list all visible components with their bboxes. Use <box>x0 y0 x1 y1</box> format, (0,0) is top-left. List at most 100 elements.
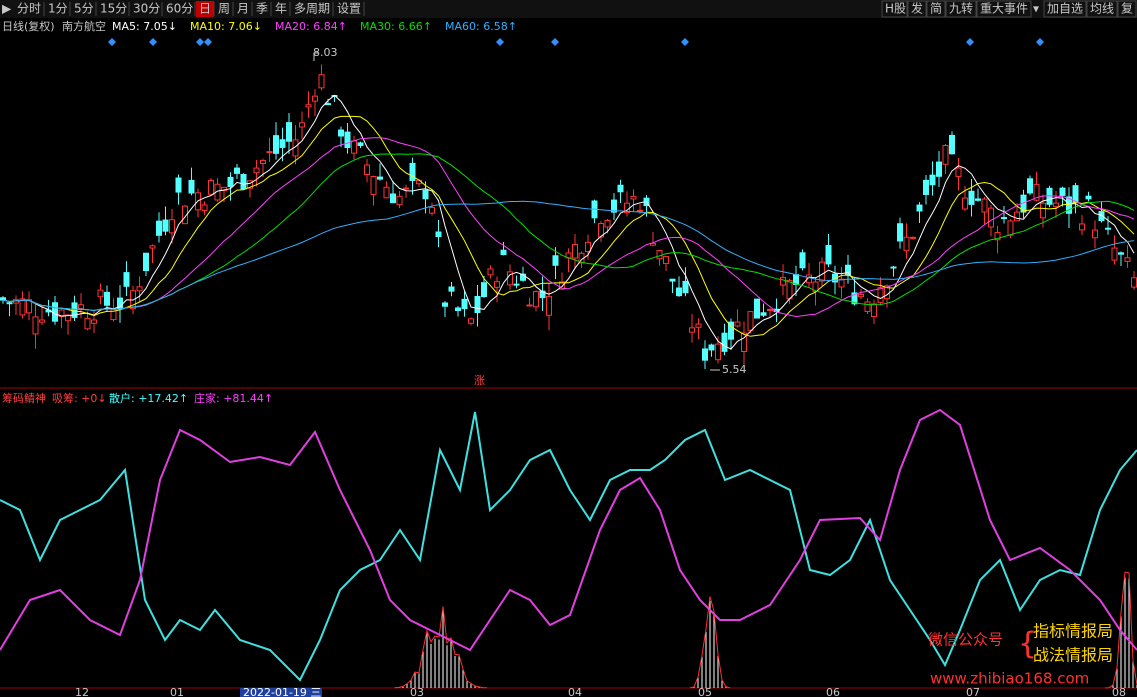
candle-body <box>663 256 669 264</box>
candle-body <box>559 281 565 290</box>
candle-body <box>949 134 955 155</box>
candle-body <box>988 207 994 228</box>
toolbar-button-label[interactable]: 均线 <box>1090 2 1114 16</box>
candle-body <box>1033 183 1040 201</box>
toolbar-button-label[interactable]: 九转 <box>949 1 973 16</box>
signal-diamond <box>149 38 157 46</box>
toolbar-button[interactable] <box>272 1 290 17</box>
candle-body <box>84 317 91 330</box>
toolbar-button-label[interactable]: 设置 <box>337 2 361 16</box>
candle-body <box>123 272 130 287</box>
toolbar-button-label[interactable]: 15分 <box>100 2 127 16</box>
toolbar-button[interactable] <box>14 1 44 17</box>
toolbar-button-label[interactable]: 年 <box>275 2 287 16</box>
toolbar-button[interactable] <box>163 1 195 17</box>
toolbar-button[interactable] <box>71 1 96 17</box>
toolbar-button-label[interactable]: 1分 <box>48 2 68 16</box>
candle-body <box>819 261 825 282</box>
toolbar-button-label[interactable]: 季 <box>256 2 268 16</box>
toolbar-button[interactable] <box>196 1 214 17</box>
cursor-date-bg <box>240 688 322 697</box>
candle-body <box>383 186 390 199</box>
toolbar-button-label[interactable]: 复 <box>1121 2 1133 16</box>
candle-body <box>377 176 383 180</box>
toolbar-button-label[interactable]: 30分 <box>133 2 160 16</box>
candle-body <box>156 220 162 236</box>
candle-body <box>572 243 578 259</box>
toolbar-button[interactable] <box>130 1 162 17</box>
signal-diamond <box>196 38 204 46</box>
candle-body <box>91 319 97 324</box>
toolbar-button-label[interactable]: 周 <box>218 2 230 16</box>
candle-body <box>513 283 520 286</box>
candle-body <box>1079 223 1085 231</box>
candle-body <box>903 236 910 252</box>
candle-body <box>182 205 188 225</box>
toolbar-button-label[interactable]: H股 <box>885 2 906 16</box>
toolbar-button[interactable] <box>291 1 333 17</box>
x-axis-label: 12 <box>75 686 89 697</box>
brace: { <box>1018 627 1037 662</box>
toolbar-button-label[interactable]: 分时 <box>17 2 41 16</box>
candle-body <box>734 321 741 327</box>
candle-body <box>338 129 344 137</box>
x-axis-label: 06 <box>826 686 840 697</box>
toolbar-button-label[interactable]: 多周期 <box>294 2 330 16</box>
candle-body <box>637 209 643 212</box>
candle-body <box>923 179 929 195</box>
indicator-legend: 庄家: +81.44↑ <box>194 391 273 405</box>
candle-body <box>806 274 812 284</box>
candle-body <box>910 236 916 239</box>
candle-body <box>728 321 734 340</box>
candle-body <box>351 140 357 154</box>
toolbar-button[interactable] <box>881 0 908 18</box>
candle-body <box>890 266 897 269</box>
signal-diamond <box>1036 38 1044 46</box>
toolbar-button[interactable] <box>1086 0 1118 18</box>
toolbar-button-label[interactable]: 简 <box>930 2 942 16</box>
toolbar-button-label[interactable]: 发 <box>911 1 923 16</box>
candle-body <box>598 223 604 238</box>
ma-line <box>2 200 1135 312</box>
toolbar-button[interactable] <box>1043 0 1087 18</box>
x-axis-label: 05 <box>698 686 712 697</box>
candle-body <box>305 104 312 108</box>
candle-body <box>253 167 260 174</box>
candle-body <box>754 298 760 319</box>
toolbar-button[interactable] <box>1117 0 1137 18</box>
candle-body <box>929 174 936 186</box>
toolbar-button[interactable] <box>234 1 252 17</box>
candle-body <box>968 190 975 205</box>
toolbar-button[interactable] <box>976 0 1032 18</box>
toolbar-button-label[interactable]: 日 <box>199 2 211 16</box>
candle-body <box>1066 196 1072 214</box>
toolbar-button[interactable] <box>907 0 927 18</box>
toolbar-button-label[interactable]: 5分 <box>74 2 94 16</box>
toolbar-button[interactable] <box>334 1 364 17</box>
toolbar-button[interactable] <box>926 0 946 18</box>
toolbar-button-label[interactable]: 月 <box>237 2 249 16</box>
toolbar-button-label[interactable]: 重大事件 <box>980 2 1028 16</box>
toolbar-button[interactable] <box>45 1 70 17</box>
toolbar-button[interactable] <box>945 0 977 18</box>
candle-body <box>676 287 682 297</box>
candle-body <box>611 199 617 213</box>
candle-body <box>630 195 637 200</box>
candle-body <box>429 207 435 214</box>
toolbar-button-label[interactable]: 60分 <box>166 2 193 16</box>
x-axis-label: 04 <box>568 686 582 697</box>
candle-body <box>325 103 331 106</box>
candle-body <box>721 332 728 352</box>
candle-body <box>955 167 962 177</box>
candle-body <box>344 131 351 149</box>
candle-body <box>247 180 253 189</box>
candle-body <box>52 302 58 322</box>
toolbar-button[interactable] <box>215 1 233 17</box>
toolbar-button[interactable] <box>97 1 129 17</box>
toolbar-button[interactable] <box>253 1 271 17</box>
x-axis-label: 03 <box>410 686 424 697</box>
candle-body <box>117 297 123 309</box>
candle-body <box>201 204 208 211</box>
toolbar-button-label[interactable]: 加自选 <box>1047 2 1083 16</box>
